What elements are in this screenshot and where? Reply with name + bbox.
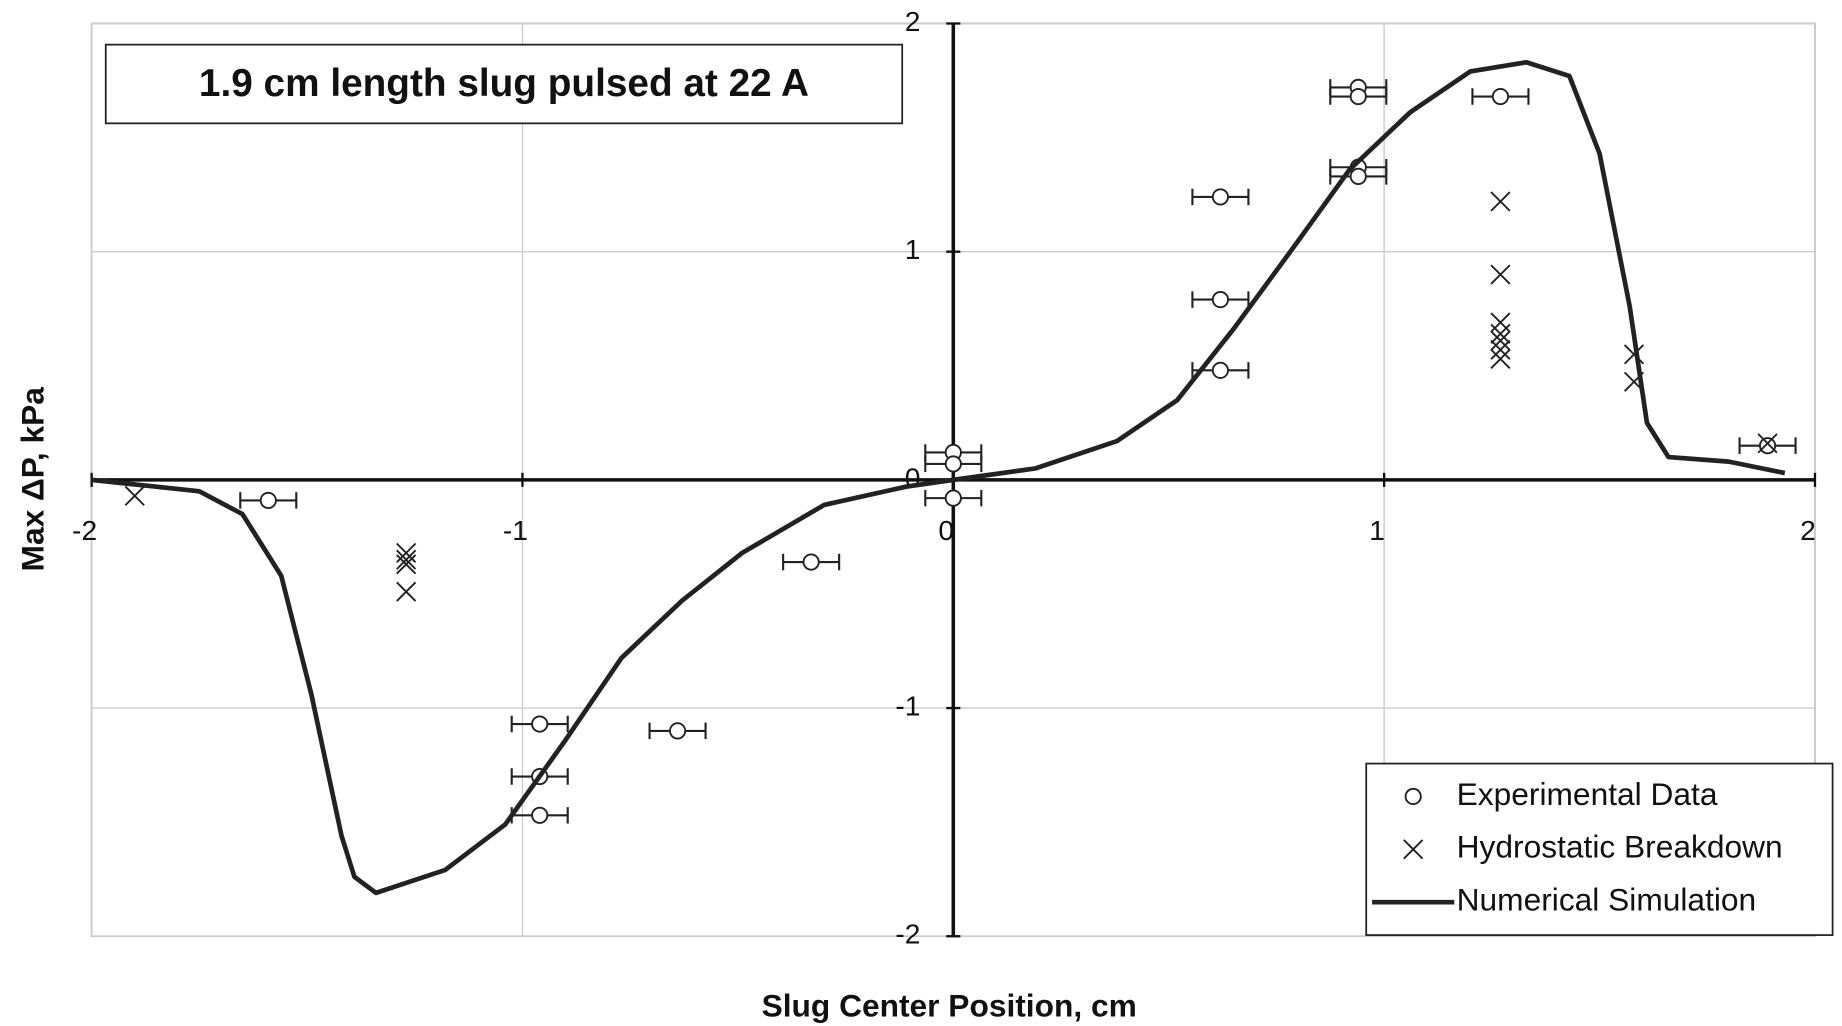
- x-tick-label: -1: [503, 514, 528, 546]
- marker: [1491, 87, 1510, 106]
- simulation-line: [91, 59, 1786, 896]
- y-tick-label: -2: [895, 918, 920, 950]
- marker: [396, 554, 417, 575]
- marker: [1490, 312, 1511, 333]
- y-tick-label: 1: [905, 233, 921, 265]
- marker: [944, 455, 962, 473]
- marker: [1623, 344, 1645, 365]
- marker: [1349, 167, 1367, 185]
- y-tick-label: -1: [895, 690, 920, 722]
- y-axis-label: Max ΔP, kPa: [15, 387, 51, 572]
- legend-label: Numerical Simulation: [1457, 882, 1757, 918]
- legend-box: [1365, 762, 1834, 936]
- marker: [1490, 323, 1511, 344]
- legend-label: Experimental Data: [1457, 776, 1718, 812]
- marker: [531, 715, 549, 733]
- marker: [1758, 437, 1777, 455]
- marker: [1490, 330, 1511, 351]
- annotation-box: [104, 43, 904, 125]
- y-tick-label: 2: [905, 5, 921, 37]
- legend-label: Hydrostatic Breakdown: [1457, 829, 1783, 865]
- marker: [1349, 87, 1367, 106]
- x-axis-label: Slug Center Position, cm: [762, 987, 1137, 1023]
- marker: [1403, 839, 1424, 860]
- marker: [1490, 264, 1511, 285]
- marker: [396, 549, 417, 570]
- x-tick-label: 1: [1369, 514, 1385, 546]
- x-tick-label: 0: [938, 514, 954, 546]
- marker: [124, 485, 145, 506]
- marker: [1211, 188, 1229, 206]
- x-tick-label: -2: [72, 514, 97, 546]
- marker: [1757, 433, 1778, 454]
- marker: [531, 806, 549, 824]
- marker: [1211, 361, 1229, 379]
- marker: [1490, 348, 1511, 369]
- marker: [668, 722, 687, 740]
- annotation: 1.9 cm length slug pulsed at 22 A: [199, 62, 809, 105]
- marker: [1404, 787, 1422, 806]
- marker: [396, 581, 417, 602]
- marker: [944, 489, 962, 507]
- marker: [1490, 339, 1511, 360]
- marker: [1211, 291, 1229, 309]
- marker: [259, 491, 277, 509]
- marker: [802, 553, 820, 571]
- marker: [1490, 191, 1511, 212]
- x-tick-label: 2: [1800, 514, 1816, 546]
